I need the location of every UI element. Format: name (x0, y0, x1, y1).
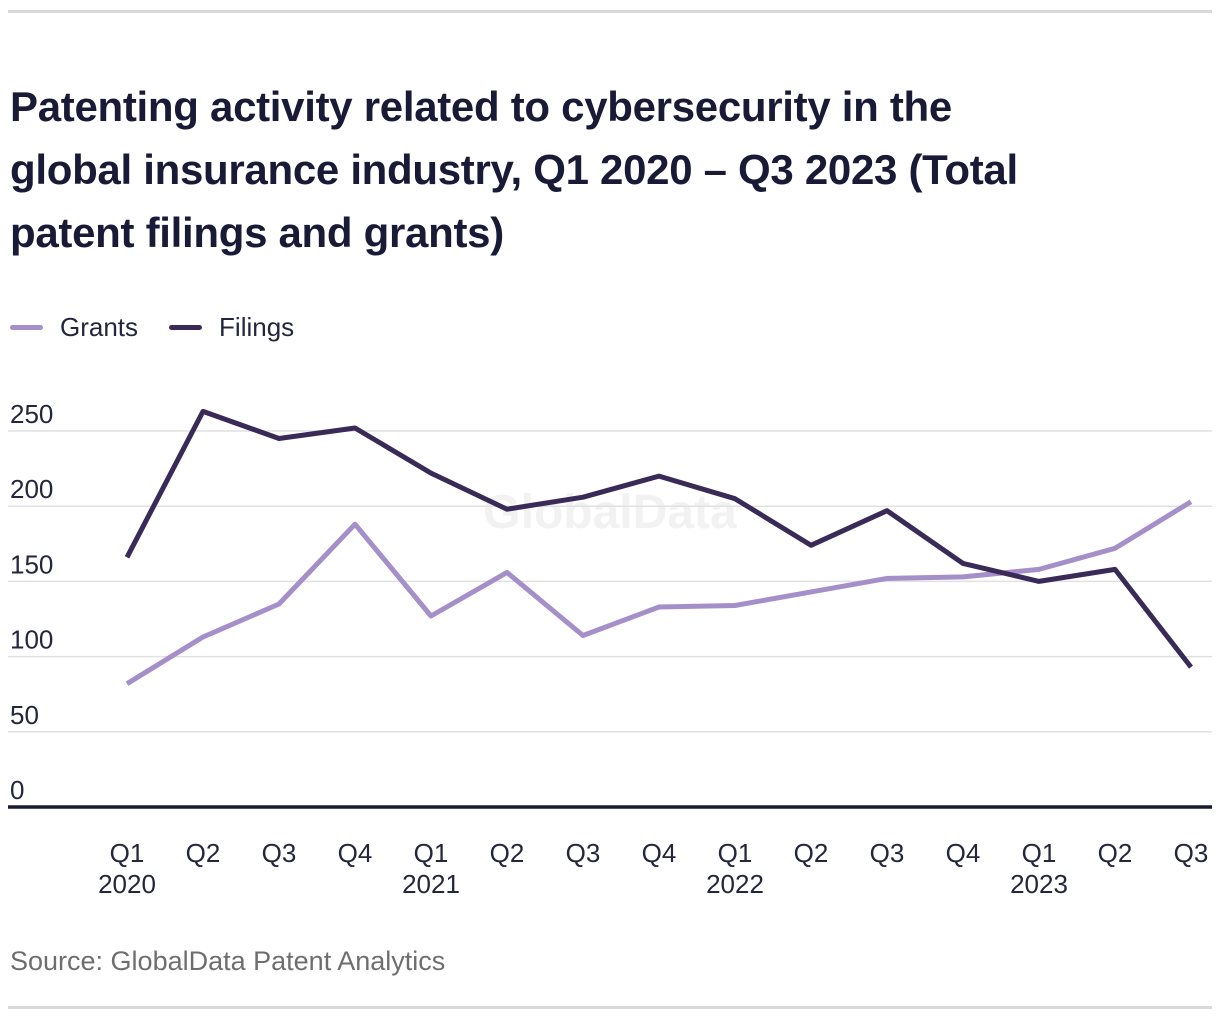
title-line: patent filings and grants) (10, 209, 504, 257)
x-tick-year-label: 2021 (402, 869, 460, 899)
filings-line-swatch-icon (169, 324, 203, 330)
x-tick-year-label: 2023 (1010, 869, 1068, 899)
legend-label-filings: Filings (219, 311, 295, 342)
bottom-divider (8, 1006, 1212, 1009)
legend-item-filings: Filings (169, 312, 294, 343)
chart-title: Patenting activity related to cybersecur… (10, 75, 1210, 264)
x-tick-label: Q3 (1174, 838, 1209, 868)
y-tick-label: 50 (10, 700, 39, 730)
y-tick-label: 250 (10, 399, 53, 429)
x-tick-label: Q1 (110, 838, 145, 868)
title-line: global insurance industry, Q1 2020 – Q3 … (10, 146, 1018, 194)
x-tick-year-label: 2022 (706, 869, 764, 899)
grants-line-swatch-icon (10, 324, 43, 330)
series-line-filings (124, 408, 1193, 669)
y-tick-label: 0 (10, 775, 24, 805)
legend-item-grants: Grants (10, 312, 138, 343)
x-tick-label: Q1 (1022, 838, 1057, 868)
watermark-text: GlobalData (483, 486, 737, 539)
legend-label-grants: Grants (60, 311, 139, 342)
y-tick-label: 200 (10, 474, 53, 504)
chart-legend: Grants Filings (10, 310, 294, 344)
x-tick-label: Q4 (338, 838, 373, 868)
x-tick-label: Q2 (186, 838, 221, 868)
x-tick-label: Q3 (870, 838, 905, 868)
x-tick-label: Q1 (414, 838, 449, 868)
x-tick-label: Q4 (946, 838, 981, 868)
x-tick-label: Q2 (1098, 838, 1133, 868)
x-tick-label: Q2 (490, 838, 525, 868)
top-divider (8, 10, 1212, 13)
title-line: Patenting activity related to cybersecur… (10, 83, 952, 131)
x-tick-label: Q2 (794, 838, 829, 868)
source-caption: Source: GlobalData Patent Analytics (10, 946, 446, 976)
x-tick-year-label: 2020 (98, 869, 156, 899)
x-tick-label: Q3 (262, 838, 297, 868)
x-tick-label: Q4 (642, 838, 677, 868)
x-tick-label: Q3 (566, 838, 601, 868)
x-tick-label: Q1 (718, 838, 753, 868)
y-tick-label: 150 (10, 549, 53, 579)
series-line-grants (125, 499, 1193, 686)
y-tick-label: 100 (10, 625, 53, 655)
